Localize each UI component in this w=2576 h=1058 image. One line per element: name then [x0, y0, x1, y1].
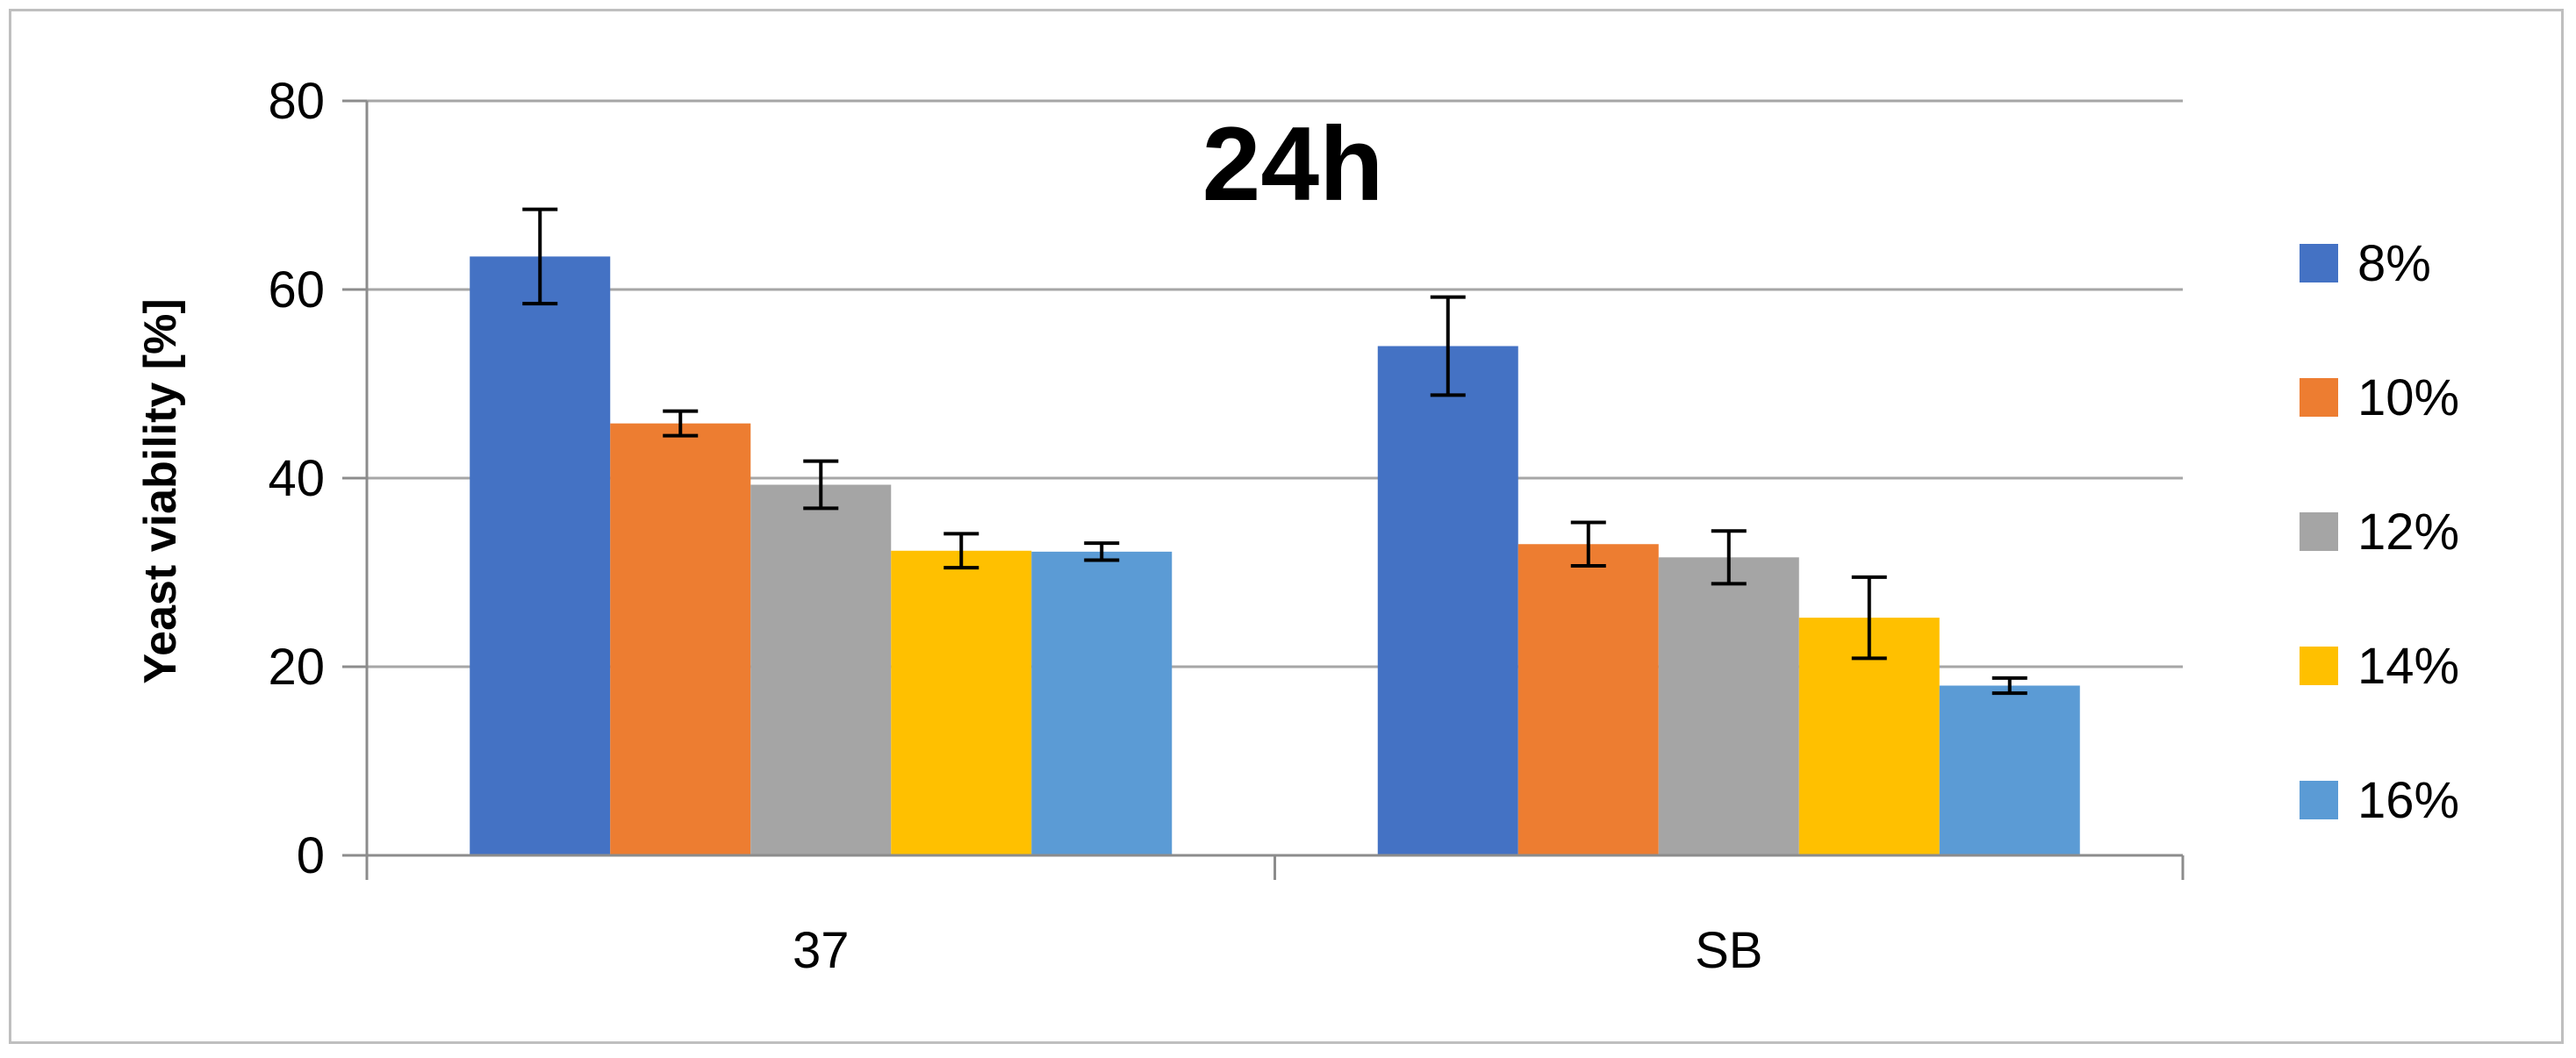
bar [470, 256, 611, 855]
legend-swatch [2300, 781, 2338, 819]
x-category-label: SB [1695, 922, 1762, 979]
chart-title: 24h [1202, 105, 1384, 223]
legend-label: 10% [2357, 369, 2459, 426]
bar [1658, 557, 1799, 855]
bar [1518, 544, 1659, 855]
legend-swatch [2300, 647, 2338, 685]
bar [1939, 685, 2080, 855]
legend-label: 16% [2357, 772, 2459, 829]
bar [891, 550, 1032, 855]
bar [1031, 551, 1173, 855]
legend: 8% 10% 12% 14% 16% [2300, 235, 2459, 829]
bar [610, 423, 751, 855]
legend-label: 8% [2357, 235, 2431, 292]
chart-frame [9, 9, 2564, 1044]
error-bars [522, 207, 2027, 696]
legend-swatch [2300, 244, 2338, 282]
x-category-label: 37 [793, 922, 850, 979]
y-tick-label: 80 [268, 73, 325, 130]
bar [1377, 346, 1518, 855]
bars [470, 256, 2080, 855]
y-tick-label: 60 [268, 261, 325, 318]
y-axis-title: Yeast viability [%] [135, 298, 186, 683]
legend-swatch [2300, 378, 2338, 417]
axes: 0 20 40 60 80 37 SB [268, 73, 2185, 979]
y-tick-label: 20 [268, 639, 325, 696]
legend-swatch [2300, 512, 2338, 551]
y-tick-label: 40 [268, 450, 325, 507]
bar [750, 484, 892, 855]
y-tick-label: 0 [297, 827, 325, 884]
legend-label: 12% [2357, 504, 2459, 561]
legend-label: 14% [2357, 638, 2459, 695]
